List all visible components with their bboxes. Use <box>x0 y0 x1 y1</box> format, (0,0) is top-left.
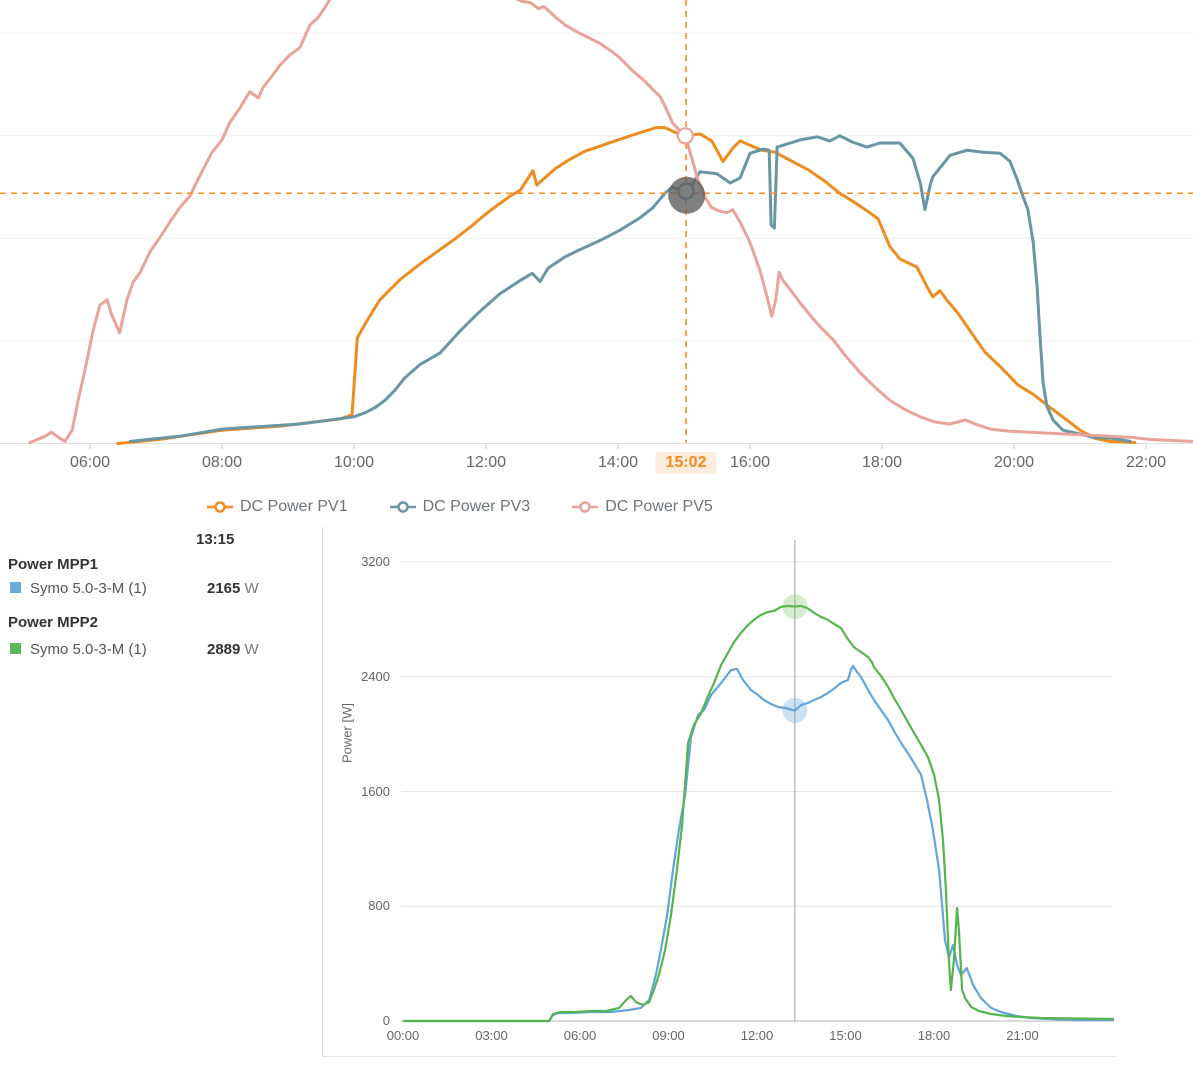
series-line-dc-power-pv5[interactable] <box>28 0 1193 444</box>
mpp1-value-unit: W <box>244 580 259 597</box>
x-tick-label: 18:00 <box>917 1028 951 1043</box>
legend-label: DC Power PV5 <box>605 498 713 515</box>
mpp2-group-title: Power MPP2 <box>8 614 99 631</box>
x-tick-label: 20:00 <box>993 454 1035 471</box>
x-tick-label: 08:00 <box>201 454 243 471</box>
touch-indicator <box>668 176 706 214</box>
x-tick-label: 03:00 <box>475 1028 508 1043</box>
x-tick-label: 22:00 <box>1125 454 1167 471</box>
x-tick-label: 09:00 <box>652 1028 685 1043</box>
legend-label: DC Power PV1 <box>240 498 348 515</box>
mpp-power-chart[interactable] <box>323 527 1114 1055</box>
legend-line-circle-icon <box>389 501 416 513</box>
x-tick-label: 21:00 <box>1006 1028 1039 1043</box>
legend-item-dc-power-pv1[interactable]: DC Power PV1 <box>207 498 348 516</box>
mpp1-row: Symo 5.0-3-M (1) 2165 W <box>10 580 322 597</box>
y-tick-label: 2400 <box>361 668 390 684</box>
mpp1-value-number: 2165 <box>207 580 241 597</box>
x-tick-label: 15:00 <box>829 1028 862 1043</box>
legend-line-circle-icon <box>572 501 599 513</box>
series-line-dc-power-pv1[interactable] <box>116 126 1137 445</box>
legend-label: DC Power PV3 <box>422 498 531 515</box>
mpp2-row: Symo 5.0-3-M (1) 2889 W <box>10 641 322 658</box>
tooltip-time: 13:15 <box>196 531 235 548</box>
series-line-power-mpp1[interactable] <box>402 664 1114 1023</box>
x-tick-label: 00:00 <box>386 1028 420 1043</box>
legend-line-circle-icon <box>207 501 233 513</box>
x-tick-label: 12:00 <box>465 454 507 471</box>
dc-power-chart[interactable] <box>0 0 1193 450</box>
y-tick-label: 0 <box>382 1013 390 1028</box>
y-tick-label: 3200 <box>361 554 390 569</box>
mpp2-swatch <box>10 643 21 654</box>
mpp2-value-number: 2889 <box>207 641 241 658</box>
legend-item-dc-power-pv3[interactable]: DC Power PV3 <box>389 498 531 516</box>
x-tick-label: 14:00 <box>597 454 639 471</box>
y-tick-label: 1600 <box>361 783 390 799</box>
series-line-dc-power-pv3[interactable] <box>128 134 1132 443</box>
mpp1-swatch <box>10 582 21 593</box>
x-tick-label: 10:00 <box>333 454 375 471</box>
y-tick-label: 800 <box>368 898 390 914</box>
mpp2-value: 2889 W <box>207 641 259 658</box>
x-tick-label: 06:00 <box>69 454 111 471</box>
hover-marker-dc-power-pv5[interactable] <box>676 127 694 145</box>
legend-item-dc-power-pv5[interactable]: DC Power PV5 <box>572 498 713 516</box>
dc-power-chart-legend: DC Power PV1 DC Power PV3 DC Power PV5 <box>207 498 713 516</box>
mpp1-value: 2165 W <box>207 580 259 597</box>
highlight-point-power-mpp1[interactable] <box>782 697 808 723</box>
x-tick-label: 18:00 <box>861 454 903 471</box>
series-line-power-mpp2[interactable] <box>402 604 1114 1023</box>
highlight-point-power-mpp2[interactable] <box>782 594 808 620</box>
mpp-tooltip-panel: 13:15 Power MPP1 Symo 5.0-3-M (1) 2165 W… <box>0 525 322 685</box>
mpp1-group-title: Power MPP1 <box>8 556 99 573</box>
x-tick-label: 06:00 <box>563 1028 597 1043</box>
mpp1-device-label: Symo 5.0-3-M (1) <box>30 580 147 597</box>
mpp2-value-unit: W <box>244 641 259 658</box>
cursor-time-badge: 15:02 <box>655 452 717 474</box>
power-axis-title: Power [W] <box>339 703 355 763</box>
x-tick-label: 16:00 <box>729 454 771 471</box>
x-tick-label: 12:00 <box>740 1028 774 1043</box>
mpp-power-chart-panel <box>322 527 1115 1057</box>
mpp2-device-label: Symo 5.0-3-M (1) <box>30 641 147 658</box>
